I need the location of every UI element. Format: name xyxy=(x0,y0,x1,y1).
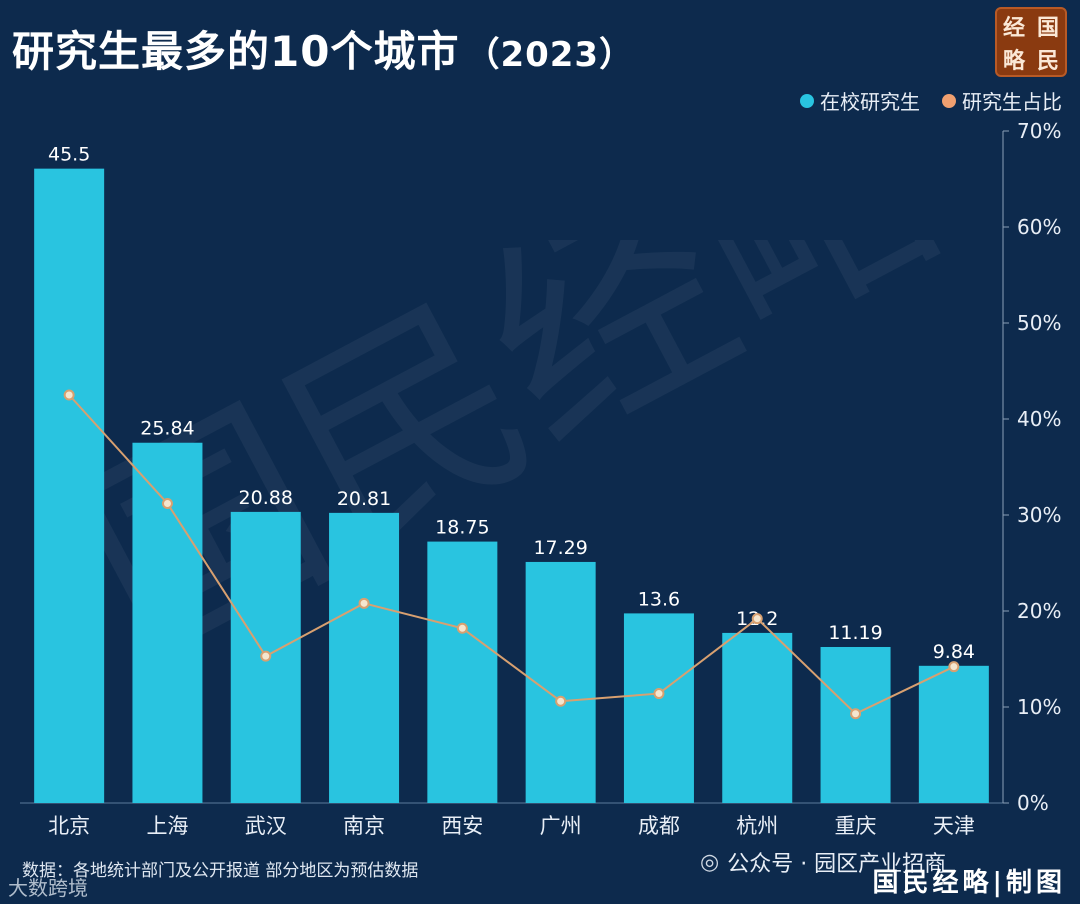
legend-item-students: 在校研究生 xyxy=(800,86,920,115)
x-tick-label: 南京 xyxy=(343,814,385,838)
y-right-tick-label: 50% xyxy=(1017,311,1061,335)
ratio-line xyxy=(68,394,955,715)
ratio-point xyxy=(948,661,960,673)
chart-credit: 国民经略|制图 xyxy=(872,868,1066,898)
bar-value-label: 13.6 xyxy=(638,588,680,610)
chart-title-year: （2023） xyxy=(465,35,635,75)
x-tick-label: 北京 xyxy=(48,814,90,838)
bar xyxy=(329,512,400,803)
wechat-account: ◎ 公众号 · 园区产业招商 xyxy=(700,846,946,878)
wechat-account-label: 公众号 · 园区产业招商 xyxy=(727,852,947,877)
ratio-point xyxy=(358,597,370,609)
chart-legend: 在校研究生 研究生占比 xyxy=(800,86,1062,115)
bar xyxy=(820,646,891,803)
bar xyxy=(525,561,596,803)
data-source-note: 数据：各地统计部门及公开报道 部分地区为预估数据 xyxy=(22,861,419,881)
chart-title: 研究生最多的10个城市 （2023） xyxy=(12,18,634,79)
x-tick-label: 天津 xyxy=(933,814,975,838)
ratio-point xyxy=(63,389,75,401)
bar xyxy=(34,168,105,803)
x-tick-label: 重庆 xyxy=(835,814,877,838)
bar xyxy=(722,632,793,803)
x-tick-label: 广州 xyxy=(540,814,582,838)
ratio-point xyxy=(850,708,862,720)
bar-value-label: 9.84 xyxy=(933,641,975,663)
bar xyxy=(623,613,694,803)
bar-value-label: 45.5 xyxy=(48,144,90,166)
bar-value-label: 11.19 xyxy=(828,622,882,644)
legend-label: 研究生占比 xyxy=(962,90,1062,114)
logo-char: 略 xyxy=(1002,47,1025,74)
bar xyxy=(132,442,203,803)
brand-logo: 经 国 略 民 xyxy=(995,7,1067,77)
x-tick-label: 西安 xyxy=(441,814,483,838)
y-right-tick-label: 0% xyxy=(1017,791,1049,815)
wechat-icon: ◎ xyxy=(700,849,720,875)
x-tick-label: 成都 xyxy=(638,814,680,838)
logo-char: 国 xyxy=(1036,14,1059,41)
ratio-point xyxy=(555,695,567,707)
y-right-tick-label: 60% xyxy=(1017,215,1061,239)
ratio-point xyxy=(260,650,272,662)
x-tick-label: 武汉 xyxy=(245,814,287,838)
corner-watermark: 大数跨境 xyxy=(8,876,88,900)
ratio-point xyxy=(456,622,468,634)
bar-value-label: 20.81 xyxy=(337,488,391,510)
legend-item-ratio: 研究生占比 xyxy=(942,86,1062,115)
y-right-tick-label: 40% xyxy=(1017,407,1061,431)
bar xyxy=(918,665,989,803)
logo-char: 民 xyxy=(1036,47,1059,74)
ratio-point xyxy=(751,613,763,625)
legend-dot-icon xyxy=(800,93,814,108)
logo-char: 经 xyxy=(1002,14,1025,41)
bar-value-label: 17.29 xyxy=(533,537,587,559)
y-right-tick-label: 10% xyxy=(1017,695,1061,719)
bar-value-label: 18.75 xyxy=(435,517,489,539)
ratio-point xyxy=(161,497,173,509)
bar xyxy=(427,541,498,803)
chart-title-text: 研究生最多的10个城市 xyxy=(12,27,460,76)
y-right-tick-label: 30% xyxy=(1017,503,1061,527)
ratio-point xyxy=(653,688,665,700)
bar-value-label: 25.84 xyxy=(140,418,194,440)
bar-value-label: 20.88 xyxy=(239,487,293,509)
legend-label: 在校研究生 xyxy=(820,90,920,114)
legend-dot-icon xyxy=(942,93,956,108)
y-right-tick-label: 20% xyxy=(1017,599,1061,623)
y-right-tick-label: 70% xyxy=(1017,119,1061,143)
x-tick-label: 杭州 xyxy=(736,814,778,838)
x-tick-label: 上海 xyxy=(146,814,188,838)
